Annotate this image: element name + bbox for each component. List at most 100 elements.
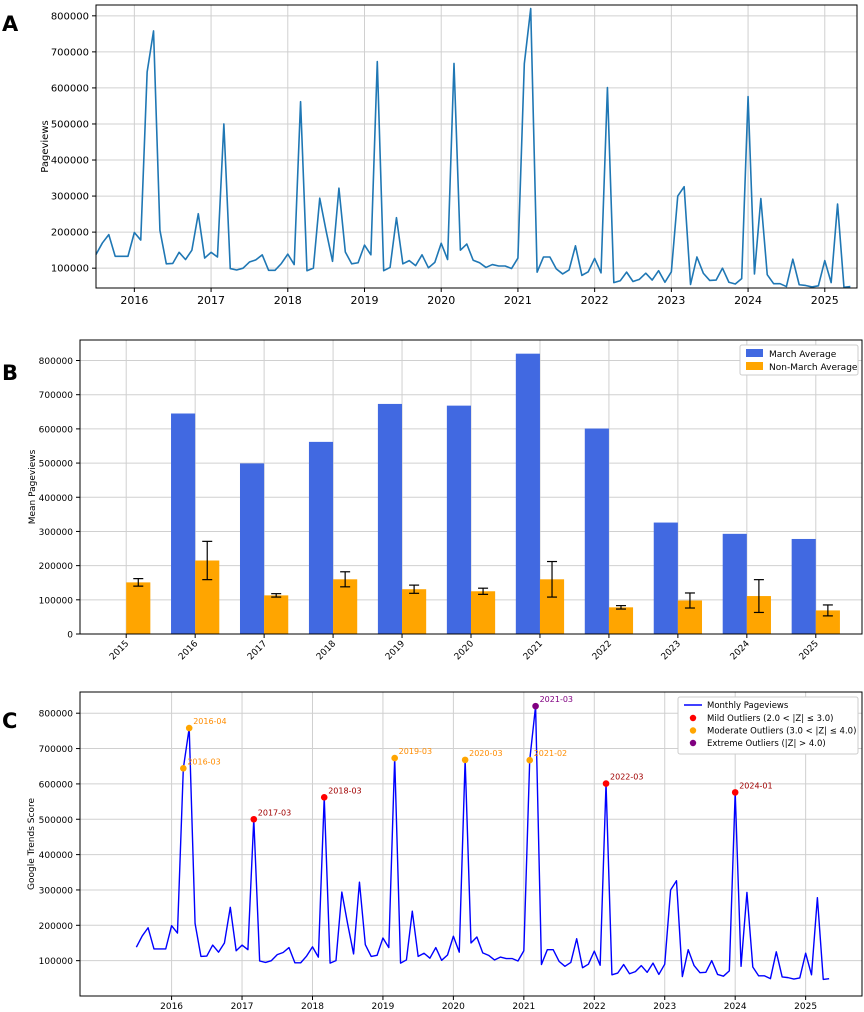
x-tick-label: 2024 [729, 639, 752, 662]
y-tick-label: 100000 [51, 264, 89, 275]
y-tick-label: 600000 [39, 425, 74, 435]
bar-march-2019 [377, 403, 403, 634]
legend-label: Mild Outliers (2.0 < |Z| ≤ 3.0) [707, 714, 833, 724]
plot-frame [79, 691, 863, 997]
y-tick-label: 800000 [39, 710, 74, 720]
outlier-label: 2018-03 [328, 786, 361, 795]
bar-march-2016 [171, 413, 196, 634]
x-tick-label: 2020 [453, 639, 476, 662]
bar-march-2021 [515, 353, 540, 634]
outlier-label: 2020-03 [469, 749, 502, 758]
bar-march-2017 [239, 463, 265, 634]
bar-march-2023 [653, 522, 678, 634]
x-tick-label: 2015 [108, 639, 131, 662]
outlier-label: 2022-03 [610, 773, 643, 782]
outlier-point-mild [731, 789, 739, 796]
x-tick-label: 2023 [653, 1002, 676, 1012]
outlier-label: 2021-03 [540, 695, 573, 704]
legend-marker-mild [689, 714, 697, 722]
outlier-point-moderate [461, 756, 469, 764]
y-axis-label: Google Trends Score [27, 798, 37, 890]
bar-non-march-2020 [471, 591, 496, 634]
x-tick-label: 2018 [301, 1002, 324, 1012]
y-tick-label: 700000 [51, 47, 89, 58]
y-tick-label: 500000 [39, 460, 74, 470]
y-tick-label: 100000 [39, 596, 74, 606]
legend-swatch [746, 349, 763, 357]
x-tick-label: 2018 [315, 639, 338, 662]
plot-frame [79, 339, 863, 635]
y-tick-label: 100000 [39, 957, 74, 967]
legend-box [677, 696, 859, 755]
x-tick-label: 2023 [660, 639, 683, 662]
legend-label: March Average [769, 350, 837, 360]
bar-non-march-2019 [402, 589, 427, 634]
outlier-label: 2016-03 [187, 757, 220, 766]
x-tick-label: 2017 [197, 294, 225, 307]
y-tick-label: 400000 [39, 851, 74, 861]
monthly-pageviews-line [135, 705, 830, 981]
y-tick-label: 200000 [51, 228, 89, 239]
outlier-label: 2021-02 [534, 749, 567, 758]
y-tick-label: 300000 [51, 192, 89, 203]
x-tick-label: 2016 [177, 639, 200, 662]
x-tick-label: 2024 [734, 294, 762, 307]
x-tick-label: 2021 [504, 294, 532, 307]
x-tick-label: 2025 [794, 1002, 817, 1012]
bar-non-march-2015 [126, 582, 151, 634]
x-tick-label: 2018 [274, 294, 302, 307]
legend-label: Non-March Average [769, 363, 858, 373]
y-tick-label: 400000 [39, 494, 74, 504]
y-tick-label: 500000 [39, 816, 74, 826]
y-tick-label: 500000 [51, 119, 89, 130]
outlier-point-moderate [391, 754, 398, 762]
y-tick-label: 300000 [39, 528, 74, 538]
x-tick-label: 2017 [246, 639, 269, 662]
x-tick-label: 2025 [798, 639, 821, 662]
x-tick-label: 2019 [384, 639, 407, 662]
x-tick-label: 2019 [371, 1002, 394, 1012]
legend-label: Monthly Pageviews [707, 701, 789, 711]
x-tick-label: 2021 [512, 1002, 535, 1012]
pageviews-line [95, 7, 851, 289]
x-tick-label: 2020 [442, 1002, 465, 1012]
outlier-point-extreme [532, 702, 539, 710]
bar-non-march-2018 [333, 579, 358, 634]
legend-marker-extreme [689, 739, 697, 747]
y-tick-label: 200000 [39, 562, 74, 572]
x-tick-label: 2023 [657, 294, 685, 307]
y-tick-label: 700000 [39, 391, 74, 401]
y-axis-label: Pageviews [40, 120, 51, 172]
legend-label: Moderate Outliers (3.0 < |Z| ≤ 4.0) [707, 727, 856, 737]
bar-march-2018 [308, 441, 334, 634]
x-tick-label: 2021 [522, 639, 545, 662]
outlier-point-moderate [526, 756, 534, 764]
panel-label-a: A [2, 12, 19, 36]
legend-box [739, 344, 859, 376]
bar-march-2024 [722, 533, 747, 634]
legend-marker-moderate [689, 727, 697, 734]
x-tick-label: 2016 [160, 1002, 183, 1012]
panel-label-b: B [2, 361, 18, 385]
x-tick-label: 2020 [427, 294, 455, 307]
outlier-point-mild [602, 780, 610, 787]
y-tick-label: 0 [67, 631, 73, 641]
outlier-point-moderate [185, 724, 193, 732]
y-axis-label: Mean Pageviews [28, 449, 38, 524]
bar-march-2025 [791, 538, 816, 634]
y-tick-label: 300000 [39, 886, 74, 896]
outlier-label: 2024-01 [739, 781, 772, 790]
bar-march-2022 [584, 428, 609, 634]
bar-non-march-2017 [264, 595, 289, 634]
x-tick-label: 2025 [811, 294, 839, 307]
x-tick-label: 2022 [581, 294, 609, 307]
bar-non-march-2025 [815, 610, 840, 634]
outlier-label: 2019-03 [399, 747, 432, 756]
outlier-point-moderate [180, 765, 187, 772]
x-tick-label: 2022 [591, 639, 614, 662]
outlier-label: 2017-03 [258, 808, 291, 817]
y-tick-label: 600000 [51, 83, 89, 94]
y-tick-label: 400000 [51, 156, 89, 167]
x-tick-label: 2017 [231, 1002, 254, 1012]
